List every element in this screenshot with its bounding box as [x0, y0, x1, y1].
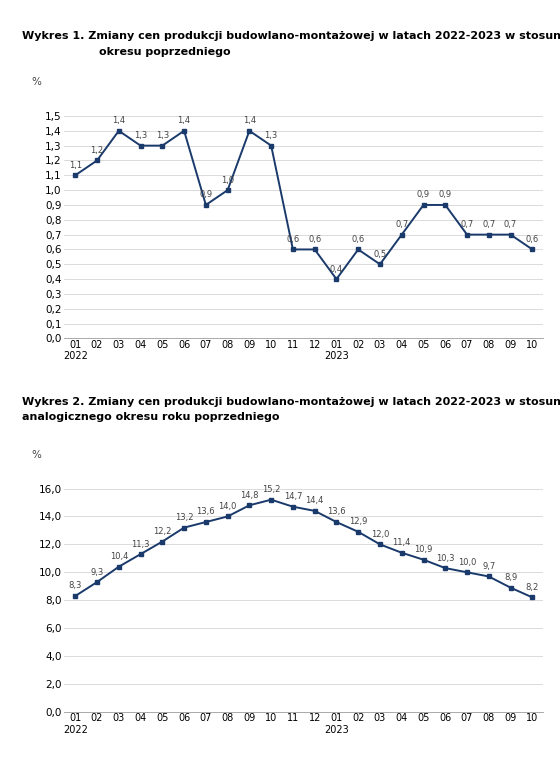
Text: 15,2: 15,2: [262, 485, 281, 494]
Text: 10,9: 10,9: [414, 545, 433, 554]
Text: 8,2: 8,2: [526, 583, 539, 592]
Text: 14,8: 14,8: [240, 491, 259, 499]
Text: 0,9: 0,9: [199, 191, 212, 199]
Text: 0,7: 0,7: [482, 220, 496, 229]
Text: 14,7: 14,7: [284, 492, 302, 501]
Text: 14,0: 14,0: [218, 502, 237, 511]
Text: Wykres 2. Zmiany cen produkcji budowlano-montażowej w latach 2022-2023 w stosunk: Wykres 2. Zmiany cen produkcji budowlano…: [22, 397, 560, 407]
Text: 1,3: 1,3: [134, 131, 147, 140]
Text: 1,4: 1,4: [112, 116, 125, 125]
Text: 0,7: 0,7: [460, 220, 474, 229]
Text: 11,4: 11,4: [393, 538, 411, 547]
Text: %: %: [31, 450, 41, 461]
Text: 13,6: 13,6: [197, 507, 215, 517]
Text: 0,6: 0,6: [308, 235, 321, 244]
Text: 0,7: 0,7: [504, 220, 517, 229]
Text: Wykres 1. Zmiany cen produkcji budowlano-montażowej w latach 2022-2023 w stosunk: Wykres 1. Zmiany cen produkcji budowlano…: [22, 31, 560, 41]
Text: 8,9: 8,9: [504, 573, 517, 582]
Text: 1,1: 1,1: [69, 161, 82, 170]
Text: 8,3: 8,3: [68, 581, 82, 591]
Text: 0,6: 0,6: [352, 235, 365, 244]
Text: 0,7: 0,7: [395, 220, 408, 229]
Text: 1,2: 1,2: [91, 146, 104, 155]
Text: 1,4: 1,4: [178, 116, 190, 125]
Text: 1,0: 1,0: [221, 176, 234, 184]
Text: analogicznego okresu roku poprzedniego: analogicznego okresu roku poprzedniego: [22, 412, 280, 422]
Text: 10,3: 10,3: [436, 553, 455, 562]
Text: %: %: [31, 77, 41, 87]
Text: 0,4: 0,4: [330, 265, 343, 274]
Text: 12,2: 12,2: [153, 527, 171, 536]
Text: 12,0: 12,0: [371, 530, 389, 539]
Text: 1,3: 1,3: [156, 131, 169, 140]
Text: 13,6: 13,6: [327, 507, 346, 517]
Text: 11,3: 11,3: [132, 540, 150, 548]
Text: 1,4: 1,4: [243, 116, 256, 125]
Text: 10,4: 10,4: [110, 552, 128, 561]
Text: okresu poprzedniego: okresu poprzedniego: [99, 47, 231, 57]
Text: 1,3: 1,3: [264, 131, 278, 140]
Text: 9,3: 9,3: [90, 567, 104, 576]
Text: 0,9: 0,9: [417, 191, 430, 199]
Text: 0,6: 0,6: [526, 235, 539, 244]
Text: 14,4: 14,4: [306, 496, 324, 506]
Text: 10,0: 10,0: [458, 558, 476, 566]
Text: 13,2: 13,2: [175, 513, 193, 522]
Text: 0,6: 0,6: [286, 235, 300, 244]
Text: 0,5: 0,5: [374, 250, 386, 259]
Text: 0,9: 0,9: [438, 191, 452, 199]
Text: 9,7: 9,7: [482, 562, 496, 571]
Text: 12,9: 12,9: [349, 517, 367, 526]
